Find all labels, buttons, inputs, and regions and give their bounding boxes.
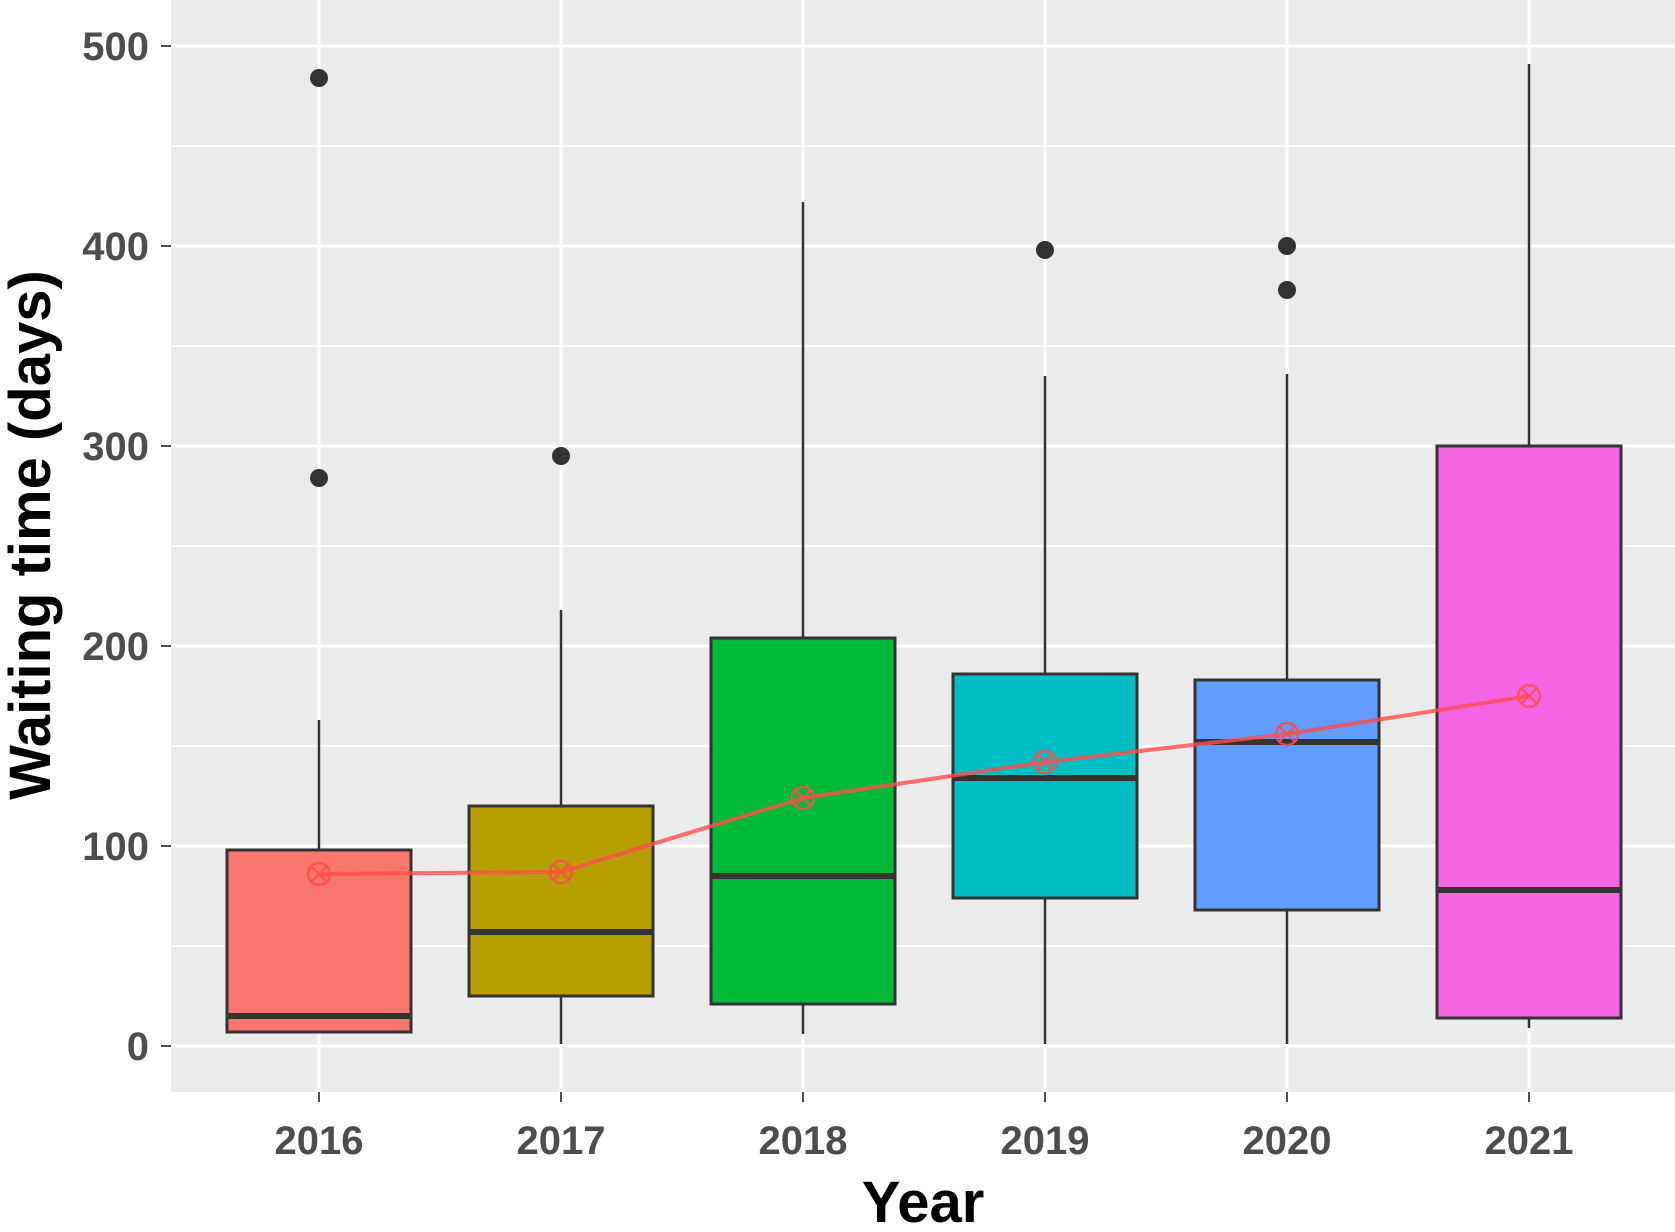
y-tick-label: 100 [82,825,149,869]
box-2019 [951,241,1139,1044]
mean-marker-cross [1278,725,1296,743]
mean-line [318,694,1530,876]
y-tick-label: 400 [82,225,149,269]
mean-marker-cross [1520,687,1538,705]
mean-marker-cross [1036,753,1054,771]
x-tick-label: 2020 [1243,1119,1332,1163]
outlier-point [1278,281,1296,299]
y-axis-title: Waiting time (days) [0,270,63,800]
outlier-point [310,469,328,487]
box-body [225,848,413,1034]
outlier-point [552,447,570,465]
box-2018 [709,202,897,1034]
box-body [1193,678,1381,912]
mean-marker-cross [310,865,328,883]
x-tick-label: 2016 [275,1119,364,1163]
mean-point [1032,749,1058,775]
mean-marker-circle [1274,721,1300,747]
mean-point [306,861,332,887]
y-tick-label: 500 [82,25,149,69]
box-2020 [1193,237,1381,1044]
box-series [225,64,1623,1044]
mean-marker-circle [1032,749,1058,775]
mean-marker-circle [790,785,816,811]
x-tick-label: 2021 [1485,1119,1574,1163]
outlier-point [310,69,328,87]
box-2016 [225,69,413,1034]
box-body [467,804,655,998]
minor-gridlines [171,145,1675,947]
box-body [709,636,897,1006]
box-body [951,672,1139,900]
box-2021 [1435,64,1623,1028]
x-tick-label: 2017 [517,1119,606,1163]
mean-marker-cross [552,863,570,881]
x-axis-title: Year [862,1170,985,1232]
mean-point [1274,721,1300,747]
mean-point [1516,683,1542,709]
x-tick-label: 2019 [1001,1119,1090,1163]
mean-point [548,859,574,885]
box-body [1435,444,1623,1020]
mean-line-series [306,683,1542,887]
mean-marker-circle [1516,683,1542,709]
mean-marker-circle [548,859,574,885]
y-tick-label: 300 [82,425,149,469]
y-axis-ticks: 0 100 200 300 400 500 [82,25,171,1069]
mean-point [790,785,816,811]
x-axis-ticks: 2016 2017 2018 2019 2020 2021 [275,1092,1574,1163]
mean-marker-circle [306,861,332,887]
mean-marker-cross [794,789,812,807]
outlier-point [1278,237,1296,255]
y-tick-label: 200 [82,625,149,669]
box-2017 [467,447,655,1044]
x-tick-label: 2018 [759,1119,848,1163]
y-tick-label: 0 [127,1025,149,1069]
outlier-point [1036,241,1054,259]
